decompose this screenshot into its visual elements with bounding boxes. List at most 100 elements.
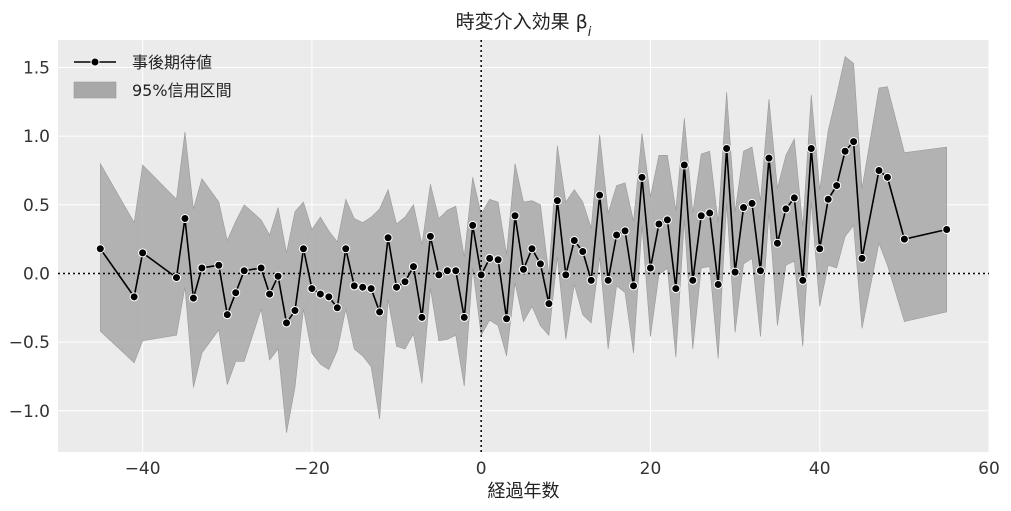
data-point: [705, 208, 715, 218]
data-point: [781, 204, 791, 214]
data-point: [282, 318, 292, 328]
data-point: [375, 307, 385, 317]
x-axis-label: 経過年数: [488, 481, 560, 502]
y-tick-label: 1.0: [23, 127, 50, 147]
data-point: [485, 253, 495, 263]
chart-title: 時変介入効果 βi: [456, 11, 592, 40]
data-point: [637, 172, 647, 182]
title-subscript: i: [588, 25, 592, 40]
data-point: [383, 233, 393, 243]
data-point: [552, 196, 562, 206]
data-point: [815, 244, 825, 254]
data-point: [307, 284, 317, 294]
data-point: [544, 299, 554, 309]
data-point: [806, 143, 816, 153]
data-point: [180, 214, 190, 224]
data-point: [645, 263, 655, 273]
legend-label-interval: 95%信用区間: [132, 81, 232, 100]
data-point: [832, 181, 842, 191]
data-point: [603, 275, 613, 285]
data-point: [341, 244, 351, 254]
x-tick-label: 40: [809, 459, 831, 479]
data-point: [129, 292, 139, 302]
data-point: [578, 246, 588, 256]
data-point: [612, 230, 622, 240]
data-point: [899, 234, 909, 244]
data-point: [408, 262, 418, 272]
data-point: [290, 306, 300, 316]
data-point: [713, 279, 723, 289]
data-point: [265, 289, 275, 299]
y-tick-label: −0.5: [9, 333, 50, 353]
data-point: [510, 211, 520, 221]
data-point: [239, 266, 249, 276]
legend-label-mean: 事後期待値: [132, 53, 212, 72]
data-point: [502, 314, 512, 324]
data-point: [400, 277, 410, 287]
data-point: [273, 271, 283, 281]
data-point: [519, 264, 528, 274]
x-tick-label: 0: [476, 459, 487, 479]
data-point: [772, 238, 782, 248]
data-point: [874, 165, 884, 175]
data-point: [349, 281, 359, 291]
data-point: [366, 284, 376, 294]
y-tick-labels: −1.0 −0.5 0.0 0.5 1.0 1.5: [9, 58, 50, 421]
data-point: [722, 143, 732, 153]
data-point: [332, 303, 342, 313]
data-point: [671, 284, 681, 294]
data-point: [392, 282, 402, 292]
data-point: [434, 270, 444, 280]
data-point: [231, 288, 241, 298]
y-tick-label: −1.0: [9, 402, 50, 422]
data-point: [942, 225, 952, 235]
data-point: [493, 255, 503, 265]
x-tick-label: −20: [294, 459, 330, 479]
data-point: [696, 211, 706, 221]
data-point: [882, 172, 892, 182]
data-point: [798, 275, 808, 285]
y-tick-label: 1.5: [23, 58, 50, 78]
x-tick-labels: −40 −20 0 20 40 60: [125, 459, 1000, 479]
data-point: [417, 312, 427, 322]
data-point: [442, 266, 452, 276]
data-point: [476, 270, 486, 280]
data-point: [138, 248, 148, 258]
data-point: [425, 231, 435, 241]
data-point: [561, 270, 571, 280]
data-point: [527, 244, 537, 254]
data-point: [595, 190, 605, 200]
legend-band-swatch: [73, 81, 117, 99]
credible-interval-area: [100, 55, 947, 433]
data-point: [188, 293, 198, 303]
x-tick-label: −40: [125, 459, 161, 479]
data-point: [755, 266, 765, 276]
data-point: [535, 259, 545, 269]
data-point: [620, 226, 630, 236]
data-point: [459, 312, 469, 322]
data-point: [358, 282, 368, 292]
data-point: [849, 137, 859, 147]
data-point: [789, 193, 799, 203]
data-point: [747, 198, 757, 208]
data-point: [662, 215, 672, 225]
legend: 事後期待値 95%信用区間: [73, 53, 232, 100]
data-point: [298, 244, 308, 254]
data-point: [764, 153, 774, 163]
data-point: [324, 292, 334, 302]
data-point: [679, 160, 689, 170]
data-point: [654, 219, 664, 229]
data-point: [315, 289, 325, 299]
data-point: [823, 194, 833, 204]
data-point: [857, 253, 867, 263]
data-point: [730, 267, 740, 277]
data-point: [256, 263, 266, 273]
data-point: [629, 281, 639, 291]
data-point: [688, 275, 698, 285]
credible-interval-band: [100, 55, 947, 433]
legend-marker: [90, 57, 100, 67]
data-point: [468, 220, 478, 230]
data-point: [569, 236, 579, 246]
data-point: [451, 266, 461, 276]
